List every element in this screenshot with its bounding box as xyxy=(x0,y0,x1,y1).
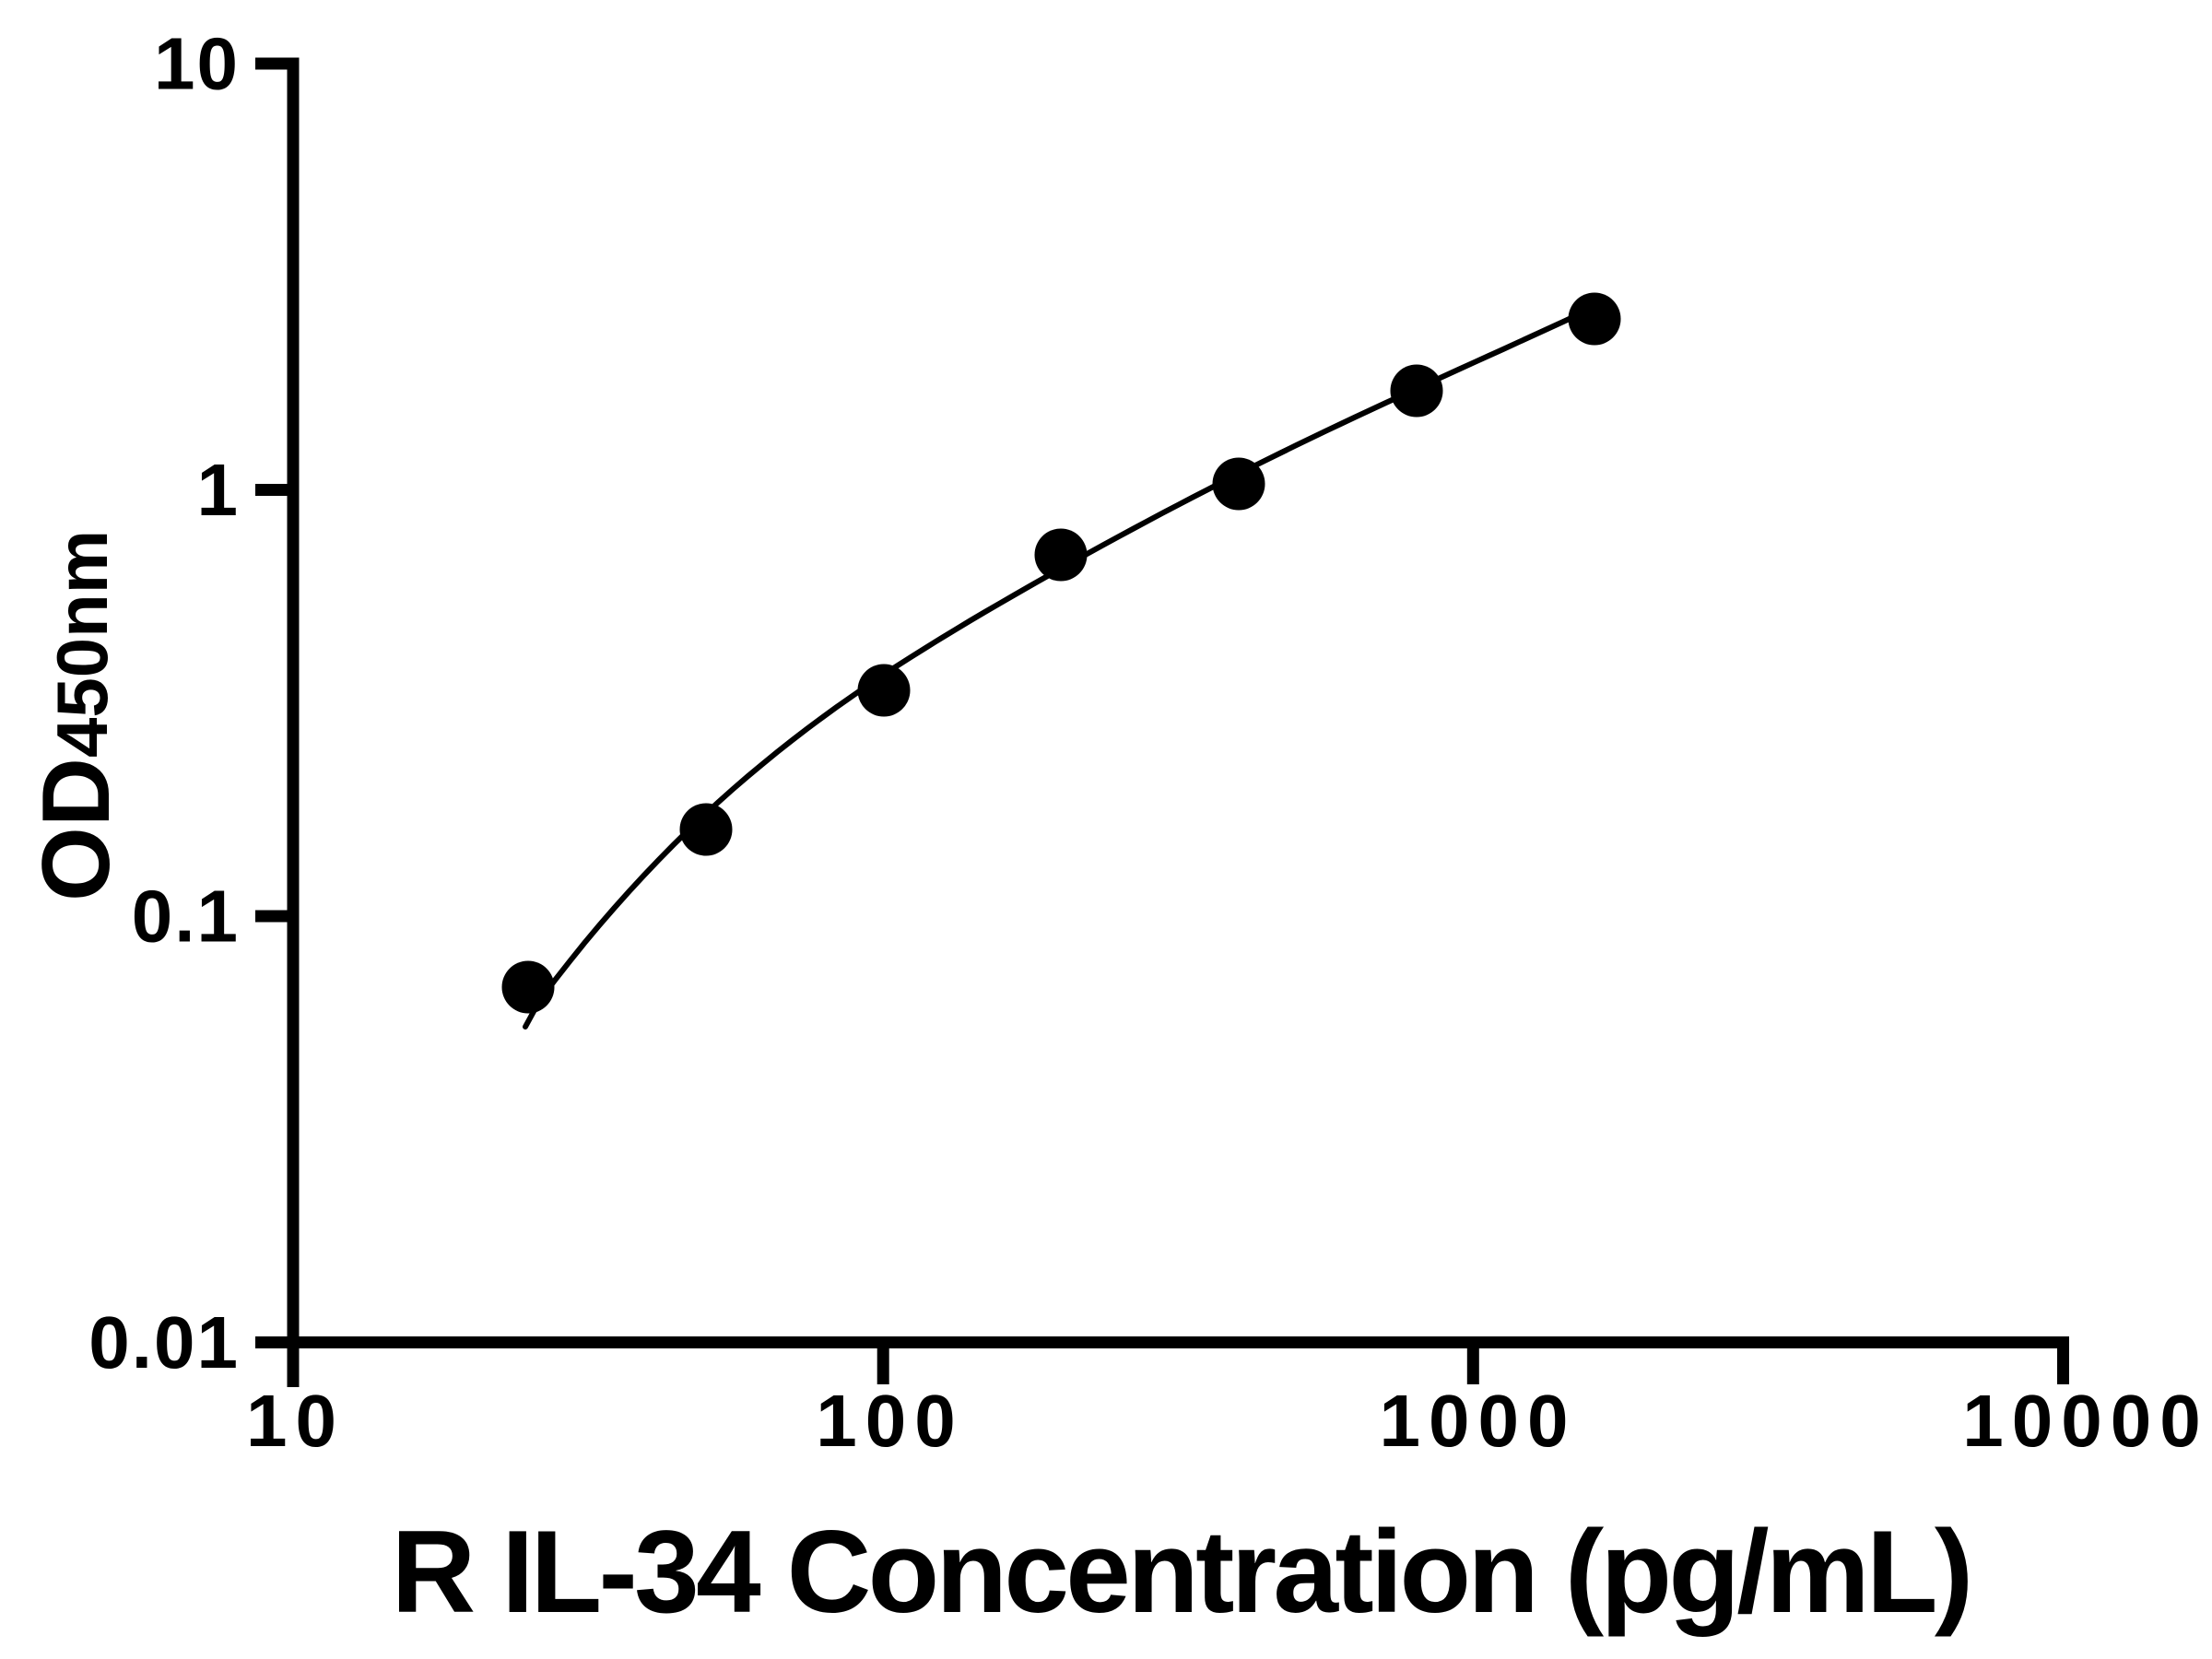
svg-text:0.1: 0.1 xyxy=(132,875,240,957)
svg-text:10: 10 xyxy=(246,1380,345,1462)
svg-text:OD450nm: OD450nm xyxy=(23,530,130,901)
svg-text:10000: 10000 xyxy=(1962,1380,2208,1462)
svg-text:0.01: 0.01 xyxy=(88,1301,240,1383)
svg-text:R IL-34 Concentration (pg/mL): R IL-34 Concentration (pg/mL) xyxy=(392,1506,1971,1637)
svg-text:1: 1 xyxy=(197,449,241,531)
svg-text:10: 10 xyxy=(154,22,240,104)
svg-text:1000: 1000 xyxy=(1380,1380,1577,1462)
svg-text:100: 100 xyxy=(816,1380,963,1462)
